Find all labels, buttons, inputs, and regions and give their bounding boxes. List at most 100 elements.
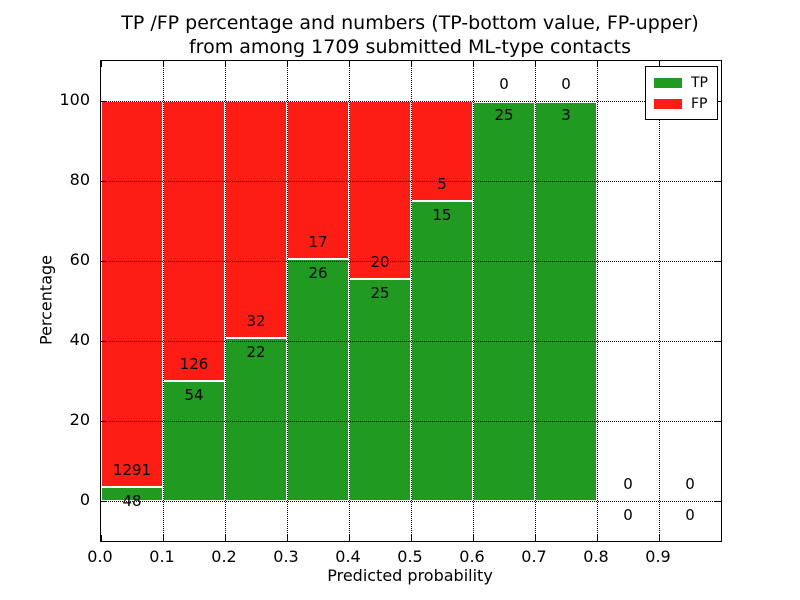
y-tick-label: 60 — [69, 250, 90, 269]
y-tick-mark — [101, 341, 107, 342]
x-tick-mark-top — [225, 61, 226, 67]
x-tick-mark-top — [597, 61, 598, 67]
x-gridline — [535, 61, 536, 541]
fp-count-label: 126 — [179, 355, 209, 373]
fp-count-label: 5 — [437, 175, 447, 193]
x-tick-label: 0.9 — [645, 547, 671, 566]
x-tick-mark — [163, 535, 164, 541]
y-tick-label: 80 — [69, 170, 90, 189]
x-tick-mark — [287, 535, 288, 541]
x-gridline — [473, 61, 474, 541]
tp-count-label: 26 — [308, 264, 328, 283]
x-gridline — [287, 61, 288, 541]
grid-layer — [101, 61, 721, 541]
x-tick-label: 0.0 — [87, 547, 113, 566]
legend-label: FP — [691, 95, 708, 112]
x-tick-mark — [597, 535, 598, 541]
bar-segment-fp — [163, 101, 225, 381]
bar-segment-tp — [163, 381, 225, 501]
x-tick-mark — [659, 535, 660, 541]
legend-label: TP — [691, 74, 708, 91]
x-tick-mark — [473, 535, 474, 541]
x-tick-label: 0.4 — [335, 547, 361, 566]
legend-swatch-fp — [654, 98, 682, 109]
tp-count-label: 25 — [370, 283, 390, 302]
chart-title-line2: from among 1709 submitted ML-type contac… — [188, 36, 632, 58]
y-tick-label: 0 — [79, 490, 90, 509]
tp-count-label: 15 — [432, 206, 452, 224]
fp-count-label: 1291 — [112, 460, 152, 479]
fp-count-label: 17 — [308, 233, 328, 252]
x-tick-mark-top — [349, 61, 350, 67]
x-gridline — [659, 61, 660, 541]
y-tick-mark-right — [715, 341, 721, 342]
fp-count-label: 32 — [246, 312, 266, 331]
x-tick-mark — [411, 535, 412, 541]
tp-count-label: 0 — [685, 506, 695, 524]
x-tick-mark — [349, 535, 350, 541]
y-tick-mark-right — [715, 181, 721, 182]
bar-value-labels-layer: 48 1291 54 126 22 32 26 17 25 20 15 5 25 0 3 0 0 0 0 0 — [101, 61, 721, 541]
tp-count-label: 3 — [561, 106, 571, 124]
x-tick-label: 0.2 — [211, 547, 237, 566]
legend: TP FP — [645, 66, 718, 120]
y-tick-label: 100 — [59, 90, 90, 109]
x-tick-label: 0.6 — [459, 547, 485, 566]
legend-entry-fp: FP — [654, 93, 708, 114]
x-tick-label: 0.5 — [397, 547, 423, 566]
x-gridline — [163, 61, 164, 541]
bar-segment-tp — [287, 259, 349, 501]
x-gridline — [225, 61, 226, 541]
bar-segment-tp — [535, 101, 597, 501]
fp-count-label: 0 — [623, 475, 633, 493]
tp-count-label: 48 — [122, 491, 142, 510]
y-tick-mark-right — [715, 501, 721, 502]
bar-segment-tp — [349, 278, 411, 501]
bars-layer — [101, 61, 721, 541]
bar-segment-tp — [411, 201, 473, 501]
y-tick-label: 20 — [69, 410, 90, 429]
x-tick-mark-top — [163, 61, 164, 67]
x-tick-mark-top — [535, 61, 536, 67]
fp-count-label: 20 — [370, 252, 390, 271]
x-gridline — [411, 61, 412, 541]
x-tick-mark — [535, 535, 536, 541]
tick-marks-layer — [101, 61, 721, 541]
x-tick-mark-top — [287, 61, 288, 67]
x-tick-mark-top — [101, 61, 102, 67]
tp-count-label: 0 — [623, 506, 633, 524]
y-tick-mark-right — [715, 261, 721, 262]
bar-segment-tp — [225, 338, 287, 501]
x-gridline — [349, 61, 350, 541]
bar-segment-fp — [225, 101, 287, 339]
legend-swatch-tp — [654, 77, 682, 88]
x-tick-mark — [225, 535, 226, 541]
y-tick-mark — [101, 101, 107, 102]
y-tick-mark — [101, 181, 107, 182]
bar-segment-tp — [473, 101, 535, 501]
x-tick-mark-top — [659, 61, 660, 67]
bar-segment-fp — [101, 101, 163, 487]
x-tick-label: 0.8 — [583, 547, 609, 566]
x-tick-mark-top — [411, 61, 412, 67]
y-tick-mark — [101, 501, 107, 502]
y-tick-mark — [101, 261, 107, 262]
x-tick-mark-top — [473, 61, 474, 67]
tp-count-label: 54 — [184, 386, 204, 404]
y-tick-mark — [101, 421, 107, 422]
plot-area: 48 1291 54 126 22 32 26 17 25 20 15 5 25 0 3 0 0 0 0 0 TP FP — [100, 60, 722, 542]
x-axis-label: Predicted probability — [327, 566, 493, 585]
x-tick-label: 0.3 — [273, 547, 299, 566]
bar-segment-tp — [101, 486, 163, 501]
fp-count-label: 0 — [499, 75, 509, 93]
y-tick-mark-right — [715, 101, 721, 102]
fp-count-label: 0 — [685, 475, 695, 493]
chart-title-line1: TP /FP percentage and numbers (TP-bottom… — [121, 12, 699, 34]
x-tick-label: 0.1 — [149, 547, 175, 566]
y-tick-label: 40 — [69, 330, 90, 349]
y-tick-mark-right — [715, 421, 721, 422]
tp-count-label: 22 — [246, 343, 266, 362]
x-gridline — [597, 61, 598, 541]
bar-segment-fp — [287, 101, 349, 260]
